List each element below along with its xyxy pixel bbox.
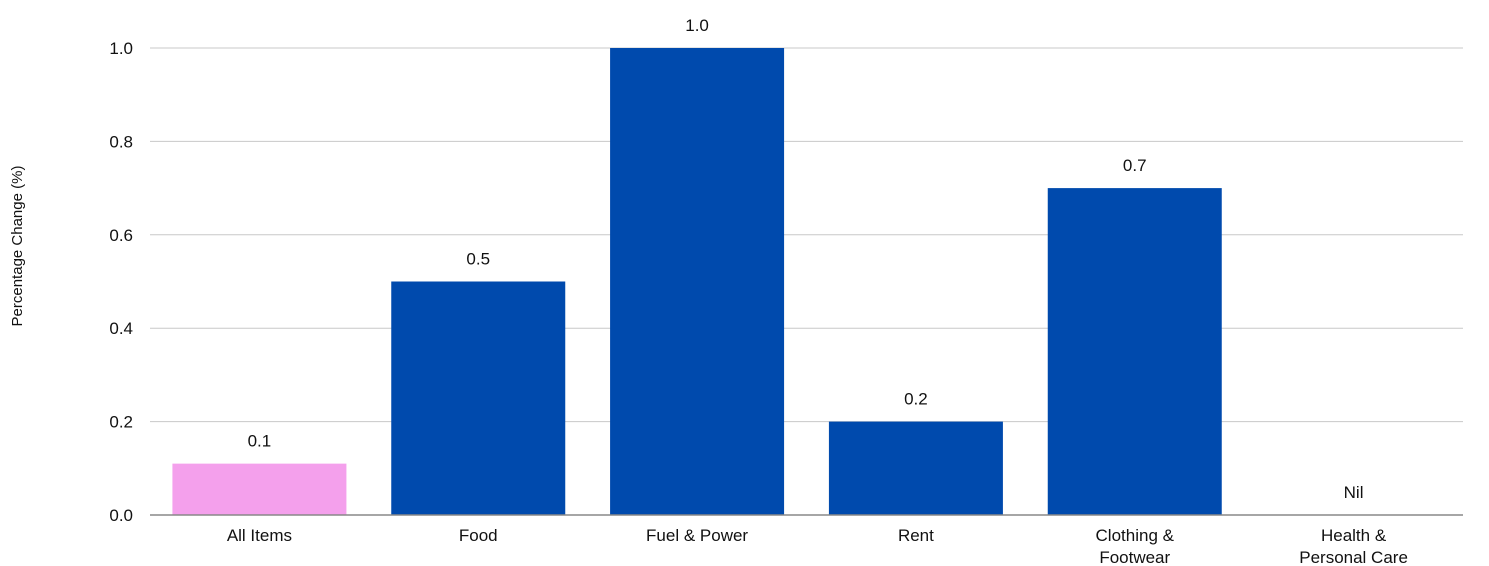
x-tick-label-line: Food xyxy=(459,526,498,545)
y-tick-label: 1.0 xyxy=(109,39,133,58)
bar xyxy=(391,281,566,515)
x-tick-label: Rent xyxy=(898,526,934,545)
x-tick-label-line: Fuel & Power xyxy=(646,526,748,545)
data-label: 0.2 xyxy=(904,390,928,409)
bar xyxy=(828,421,1003,515)
bars xyxy=(172,48,1222,515)
x-tick-label: Clothing & Footwear xyxy=(1096,526,1175,566)
x-tick-label: Fuel & Power xyxy=(646,526,748,545)
y-tick-label: 0.4 xyxy=(109,319,133,338)
y-axis-title: Percentage Change (%) xyxy=(9,166,26,327)
x-tick-label-line: Health & xyxy=(1321,526,1387,545)
x-tick-label: All Items xyxy=(227,526,292,545)
data-label: 1.0 xyxy=(685,16,709,35)
grid-lines xyxy=(150,47,1463,423)
x-tick-label-line: All Items xyxy=(227,526,292,545)
data-label: 0.7 xyxy=(1123,156,1147,175)
y-tick-label: 0.0 xyxy=(109,506,133,525)
bar xyxy=(1047,188,1222,515)
x-tick-label-line: Footwear xyxy=(1099,548,1170,566)
data-labels: 0.1 0.5 1.0 0.2 0.7 Nil xyxy=(248,16,1364,502)
data-label: Nil xyxy=(1344,483,1364,502)
axes: 0.0 0.2 0.4 0.6 0.8 1.0 All Items Food Fuel & Po… xyxy=(109,39,1463,566)
x-tick-label-line: Rent xyxy=(898,526,934,545)
x-tick-label: Health & Personal Care xyxy=(1299,526,1408,566)
y-tick-label: 0.6 xyxy=(109,226,133,245)
y-tick-label: 0.8 xyxy=(109,132,133,151)
x-tick-label-line: Personal Care xyxy=(1299,548,1408,566)
x-tick-label: Food xyxy=(459,526,498,545)
data-label: 0.1 xyxy=(248,432,272,451)
bar xyxy=(172,463,347,515)
bar xyxy=(610,48,785,515)
x-tick-label-line: Clothing & xyxy=(1096,526,1175,545)
data-label: 0.5 xyxy=(466,250,490,269)
y-tick-label: 0.2 xyxy=(109,413,133,432)
